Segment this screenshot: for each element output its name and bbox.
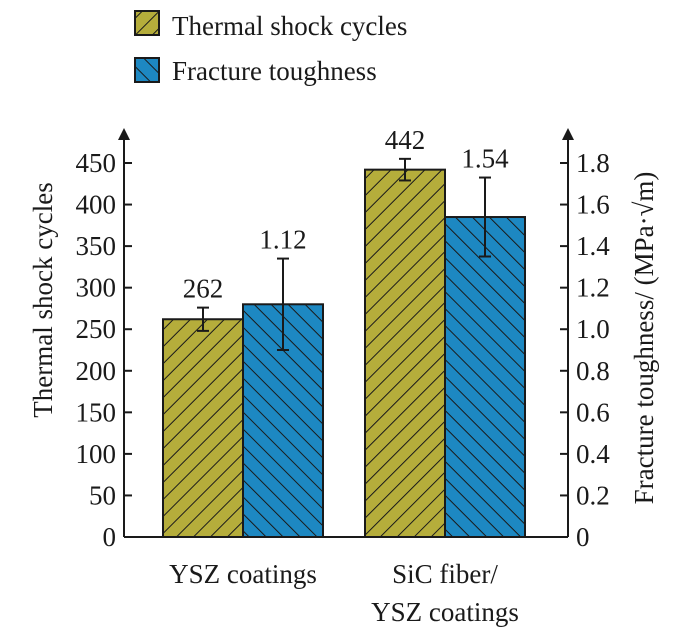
data-label: 442 [385,125,426,155]
right-tick-label: 1.8 [576,148,610,178]
left-axis-title: Thermal shock cycles [28,182,58,417]
right-axis-title: Fracture toughness/ (MPa·√m) [629,172,659,505]
labels: 262 1.12 YSZ coatings 442 1.54 SiC fiber/YSZ … [169,125,519,627]
right-tick-label: 1.4 [576,231,610,261]
right-tick-label: 1.2 [576,273,610,303]
axes: 0 50 100 150 200 250 300 350 400 450 0 0.2 0.4 0.6 0.8… [76,128,610,552]
left-tick-label: 300 [76,273,117,303]
right-tick-label: 0.8 [576,356,610,386]
bar-thermal-shock [364,168,446,538]
bars [162,157,526,539]
legend-label-thermal-shock: Thermal shock cycles [172,11,407,41]
bar-fracture-toughness [444,216,526,538]
right-tick-label: 1.6 [576,190,610,220]
data-label: 1.12 [259,225,306,255]
category-label: SiC fiber/ [392,559,498,589]
left-tick-label: 450 [76,148,117,178]
legend: Thermal shock cycles Fracture toughness [134,10,407,86]
data-label: 1.54 [461,144,509,174]
left-tick-label: 200 [76,356,117,386]
category-label: YSZ coatings [169,559,317,589]
right-tick-label: 0.6 [576,397,610,427]
left-tick-label: 350 [76,231,117,261]
left-tick-label: 50 [89,480,116,510]
right-tick-label: 0.2 [576,480,610,510]
left-tick-label: 100 [76,439,117,469]
legend-swatch-fracture-toughness [134,57,160,83]
right-axis-arrow [562,128,574,140]
left-tick-label: 400 [76,190,117,220]
left-tick-label: 0 [103,522,117,552]
data-label: 262 [183,274,224,304]
legend-label-fracture-toughness: Fracture toughness [172,56,377,86]
category-label: YSZ coatings [371,597,519,627]
legend-swatch-thermal-shock [134,10,160,36]
left-axis-arrow [118,128,130,140]
left-tick-label: 150 [76,397,117,427]
right-tick-label: 0 [576,522,590,552]
right-tick-label: 1.0 [576,314,610,344]
left-tick-label: 250 [76,314,117,344]
right-tick-label: 0.4 [576,439,610,469]
bar-thermal-shock [162,318,244,539]
